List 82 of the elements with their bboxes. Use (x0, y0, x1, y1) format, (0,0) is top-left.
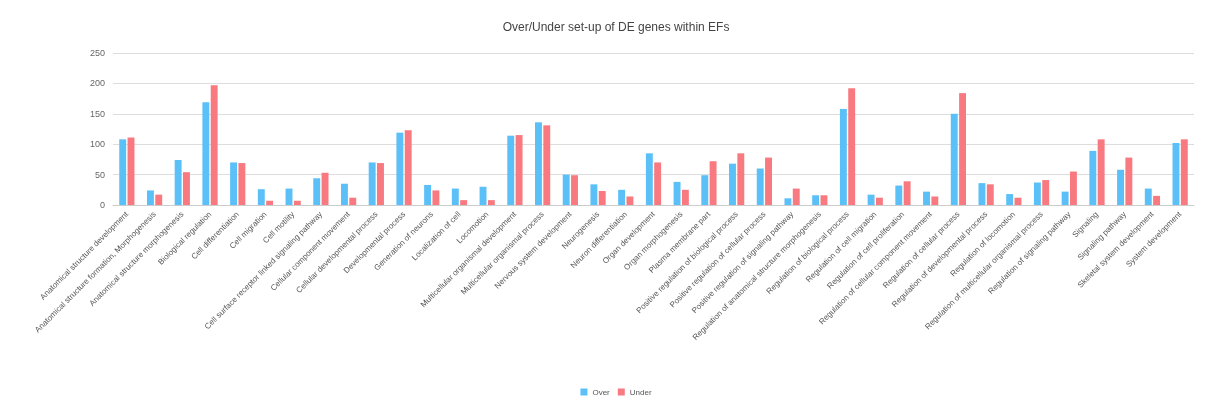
bar (451, 188, 459, 205)
bar (182, 172, 190, 205)
bar (765, 157, 772, 205)
bar (146, 190, 154, 205)
bar (1180, 139, 1188, 205)
bar (784, 198, 792, 205)
bar (1069, 171, 1077, 205)
bar (923, 191, 930, 205)
bar (950, 113, 958, 205)
bar (1117, 169, 1125, 205)
bar (543, 125, 551, 205)
y-tick-label: 100 (89, 139, 105, 150)
bar (986, 184, 994, 205)
bar (701, 175, 709, 205)
bar (1042, 180, 1050, 205)
bar (1033, 182, 1041, 205)
bar (681, 189, 689, 205)
bar (931, 196, 939, 205)
y-tick-label: 250 (89, 48, 105, 58)
bar (266, 200, 274, 205)
bar (368, 162, 376, 205)
bar (737, 153, 745, 205)
bar (1061, 191, 1069, 205)
bar (598, 191, 606, 205)
bar (238, 163, 246, 205)
bar (792, 188, 800, 205)
bar (978, 183, 986, 205)
bar (535, 122, 542, 205)
bar (349, 197, 357, 205)
bar (396, 132, 404, 205)
bar (709, 161, 717, 205)
bar (1144, 188, 1152, 205)
bar (321, 172, 329, 205)
bar (654, 162, 662, 205)
bar (895, 185, 903, 205)
bar (756, 168, 764, 205)
bar (257, 189, 265, 205)
bar (626, 196, 634, 205)
bar (174, 160, 182, 205)
bar (618, 189, 626, 205)
bar (404, 130, 412, 205)
legend-label: Under (629, 387, 652, 397)
bar (432, 190, 440, 205)
y-tick-label: 150 (89, 108, 105, 119)
bar (562, 174, 570, 205)
bar (903, 181, 911, 205)
legend-label: Over (592, 387, 611, 397)
bar (487, 200, 495, 205)
bar (959, 93, 967, 205)
bar (515, 135, 523, 205)
bar (729, 163, 736, 205)
chart-title: Over/Under set-up of DE genes within EFs (502, 20, 730, 34)
bar (1006, 194, 1014, 205)
bar (155, 194, 163, 205)
bar (230, 162, 238, 205)
bar (377, 163, 384, 205)
bar (645, 153, 653, 205)
bar (202, 102, 210, 205)
bar (1097, 139, 1105, 205)
bar (119, 139, 127, 205)
y-tick-label: 0 (99, 200, 105, 210)
bar (867, 194, 875, 205)
bar (313, 178, 321, 205)
bar (1153, 195, 1161, 205)
bar (590, 184, 598, 205)
bar (1089, 150, 1097, 205)
bar (875, 197, 883, 205)
bar (820, 195, 828, 205)
bar (210, 85, 218, 205)
bar (507, 135, 515, 205)
bar (1125, 157, 1133, 205)
bar (571, 175, 578, 205)
bar (460, 200, 468, 205)
bar (424, 184, 432, 205)
bar (839, 108, 847, 205)
y-tick-label: 200 (89, 78, 105, 89)
bar (848, 88, 856, 205)
bar (812, 195, 820, 205)
bar (340, 183, 348, 205)
bar (293, 200, 301, 205)
y-tick-label: 50 (94, 169, 105, 180)
bar (673, 181, 681, 205)
